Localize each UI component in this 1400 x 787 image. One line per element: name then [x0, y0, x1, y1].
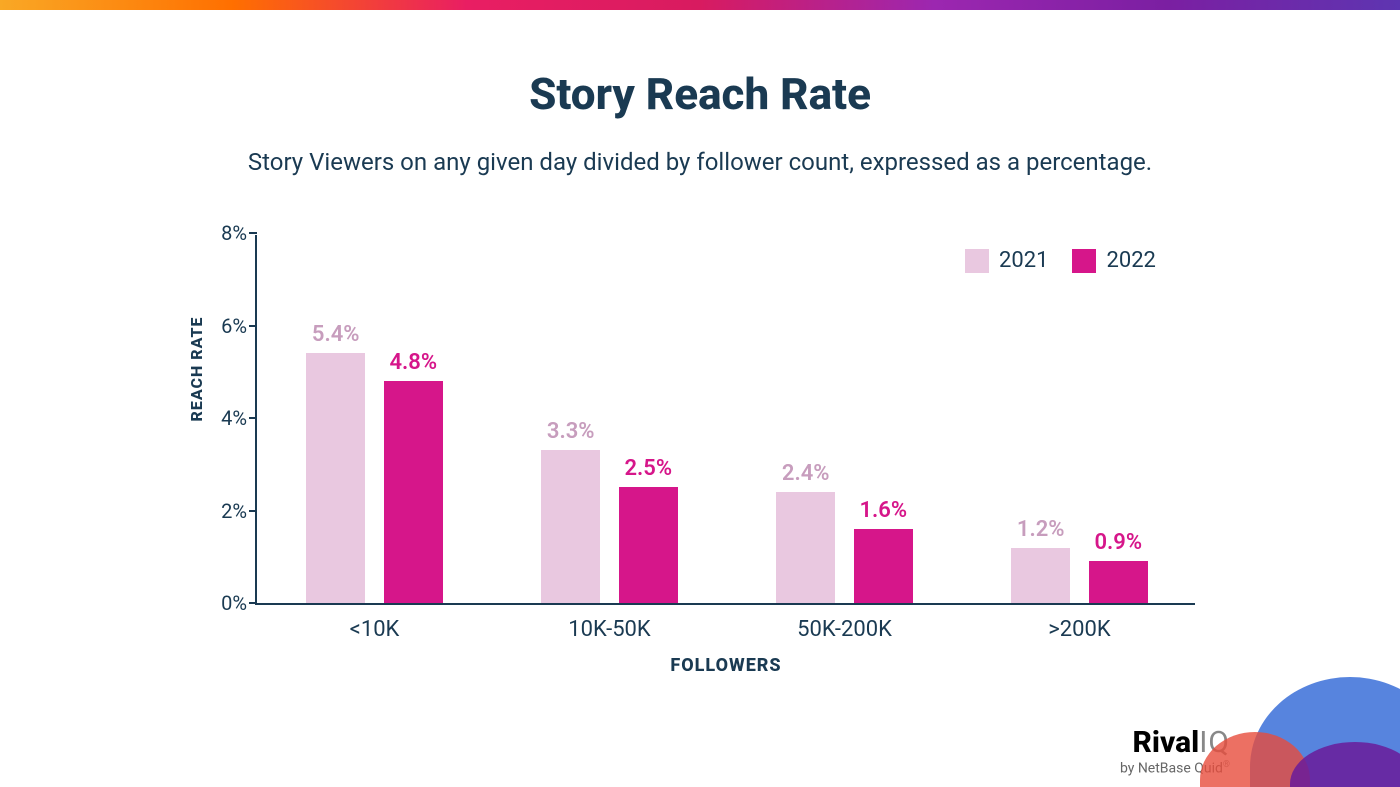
x-category-label: 10K-50K	[568, 617, 650, 642]
page-content: Story Reach Rate Story Viewers on any gi…	[0, 10, 1400, 787]
chart-subtitle: Story Viewers on any given day divided b…	[0, 148, 1400, 176]
y-tick-mark	[249, 232, 257, 234]
bar	[306, 353, 365, 603]
y-tick-mark	[249, 417, 257, 419]
bar-value-label: 1.6%	[859, 498, 907, 523]
bar-value-label: 2.5%	[624, 456, 672, 481]
top-gradient-bar	[0, 0, 1400, 10]
bar-value-label: 3.3%	[547, 419, 595, 444]
y-tick-mark	[249, 325, 257, 327]
y-tick-mark	[249, 602, 257, 604]
bar	[384, 381, 443, 603]
y-axis-title: REACH RATE	[187, 258, 206, 480]
legend-swatch	[965, 249, 989, 273]
bar	[1011, 548, 1070, 604]
legend-label: 2021	[999, 248, 1048, 273]
x-axis-title: FOLLOWERS	[257, 655, 1195, 676]
bar-value-label: 2.4%	[782, 461, 830, 486]
x-category-label: >200K	[1048, 617, 1110, 642]
legend-swatch	[1072, 249, 1096, 273]
bar-value-label: 5.4%	[312, 322, 360, 347]
bar-value-label: 1.2%	[1017, 517, 1065, 542]
bar	[1089, 561, 1148, 603]
bar	[541, 450, 600, 603]
plot-area: 0%2%4%6%8%REACH RATE<10K5.4%4.8%10K-50K3…	[255, 235, 1195, 605]
x-category-label: <10K	[350, 617, 400, 642]
legend-item: 2022	[1072, 248, 1155, 273]
legend-label: 2022	[1106, 248, 1155, 273]
bar-value-label: 0.9%	[1094, 530, 1142, 555]
decorative-blobs	[1180, 657, 1400, 787]
bar-value-label: 4.8%	[389, 350, 437, 375]
x-category-label: 50K-200K	[797, 617, 892, 642]
legend-item: 2021	[965, 248, 1048, 273]
bar	[854, 529, 913, 603]
bar	[619, 487, 678, 603]
chart-title: Story Reach Rate	[0, 68, 1400, 120]
bar	[776, 492, 835, 603]
chart-legend: 2021 2022	[965, 248, 1156, 273]
y-tick-mark	[249, 510, 257, 512]
